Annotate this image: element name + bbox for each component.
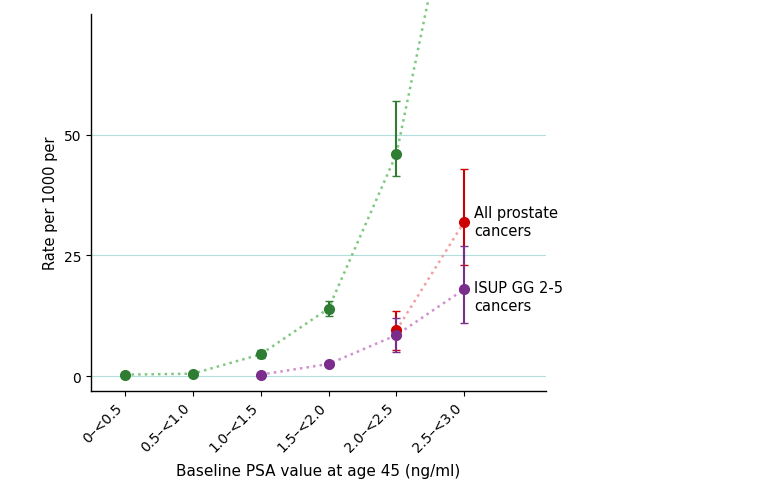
X-axis label: Baseline PSA value at age 45 (ng/ml): Baseline PSA value at age 45 (ng/ml) — [176, 463, 461, 478]
Y-axis label: Rate per 1000 per: Rate per 1000 per — [43, 136, 58, 270]
Text: ISUP GG 2-5
cancers: ISUP GG 2-5 cancers — [475, 281, 563, 313]
Text: All prostate
cancers: All prostate cancers — [475, 206, 559, 238]
